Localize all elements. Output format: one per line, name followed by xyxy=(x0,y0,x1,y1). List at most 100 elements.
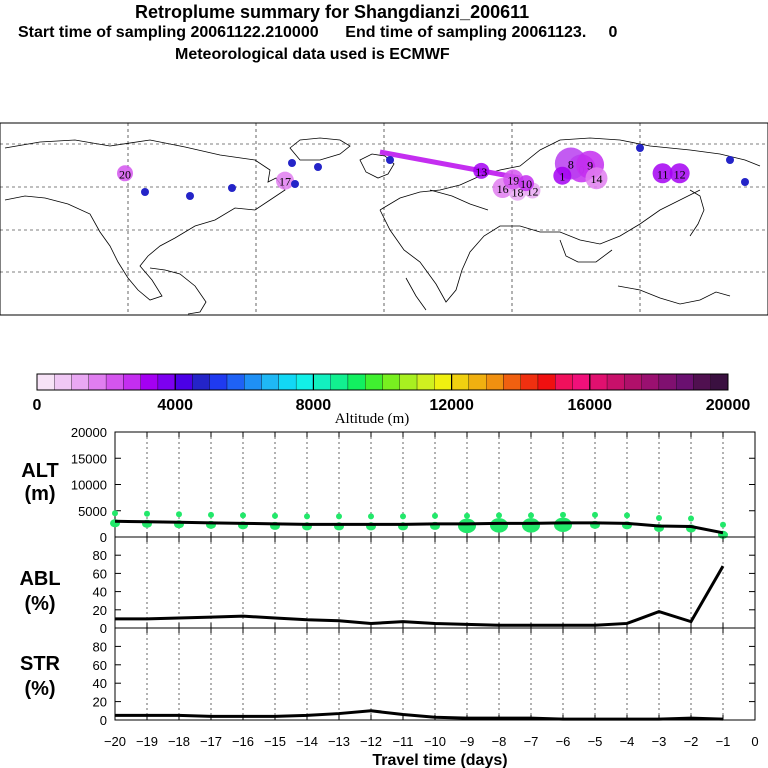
colorbar-cell xyxy=(278,373,297,391)
colorbar-cell xyxy=(209,373,228,391)
colorbar-cell xyxy=(555,373,573,391)
cluster-label: 13 xyxy=(475,165,487,179)
colorbar-tick-label: 0 xyxy=(33,397,42,414)
x-tick-label: −3 xyxy=(652,734,667,749)
y-tick-label: 0 xyxy=(100,621,107,636)
x-tick-label: −9 xyxy=(460,734,475,749)
x-tick-label: −7 xyxy=(524,734,539,749)
alt-blob-upper xyxy=(144,510,150,517)
y-tick-label: 0 xyxy=(100,713,107,728)
plume-cluster xyxy=(669,163,690,184)
map-gridlines xyxy=(0,123,768,315)
str-label: STR xyxy=(20,653,61,675)
colorbar-cell xyxy=(123,373,141,391)
colorbar-cell xyxy=(624,373,642,391)
colorbar-cell xyxy=(658,373,677,391)
y-tick-label: 80 xyxy=(93,639,107,654)
str-unit: (%) xyxy=(24,678,55,700)
alt-series-line xyxy=(114,519,724,535)
plume-cluster xyxy=(276,171,294,190)
colorbar-cell xyxy=(537,373,556,391)
alt-blob-upper xyxy=(304,513,310,520)
alt-blob-upper xyxy=(400,513,406,520)
x-tick-label: −20 xyxy=(104,734,126,749)
colorbar-cells xyxy=(36,373,729,391)
colorbar-cell xyxy=(468,373,487,391)
world-map-icon xyxy=(4,137,761,315)
plume-trail xyxy=(379,149,521,181)
plume-dot xyxy=(726,156,734,164)
x-tick-label: −13 xyxy=(328,734,350,749)
plume-cluster xyxy=(473,162,490,179)
colorbar-cell xyxy=(434,373,452,391)
colorbar-cell xyxy=(226,373,245,391)
y-tick-label: 80 xyxy=(93,548,107,563)
colorbar-cell xyxy=(382,373,400,391)
cluster-label: 1 xyxy=(559,170,565,184)
plume-dot xyxy=(288,159,296,167)
alt-blob-upper xyxy=(240,512,246,519)
colorbar-cell xyxy=(641,373,660,391)
colorbar-frame xyxy=(36,373,729,391)
colorbar-cell xyxy=(451,373,470,391)
colorbar-cell xyxy=(416,373,435,391)
alt-blob-upper xyxy=(688,515,694,522)
alt-label: ALT xyxy=(21,460,58,482)
met-data-label: Meteorological data used is ECMWF xyxy=(175,46,450,63)
colorbar-cell xyxy=(347,373,366,391)
alt-unit: (m) xyxy=(24,483,55,505)
colorbar-cell xyxy=(140,373,159,391)
alt-blob xyxy=(554,517,572,533)
chart-title: Retroplume summary for Shangdianzi_20061… xyxy=(135,2,530,22)
y-tick-label: 60 xyxy=(93,658,107,673)
colorbar-cell xyxy=(520,373,539,391)
plume-cluster xyxy=(117,165,133,182)
str-series-line xyxy=(115,709,724,721)
y-tick-label: 0 xyxy=(100,530,107,545)
altitude-colorbar: 0 4000 8000 12000 16000 20000 Altitude (m) xyxy=(33,373,751,427)
colorbar-cell xyxy=(399,373,418,391)
colorbar-tick-label: 20000 xyxy=(706,397,751,414)
abl-label: ABL xyxy=(19,568,60,590)
cluster-label: 10 xyxy=(520,177,532,191)
plume-dot xyxy=(141,188,149,196)
cluster-label: 8 xyxy=(568,157,574,171)
y-tick-label: 5000 xyxy=(78,504,107,519)
colorbar-cell xyxy=(572,373,590,391)
y-tick-label: 40 xyxy=(93,676,107,691)
colorbar-cell xyxy=(330,373,349,391)
x-tick-label: −18 xyxy=(168,734,190,749)
cluster-label: 17 xyxy=(279,175,291,189)
x-tick-label: −5 xyxy=(588,734,603,749)
colorbar-cell xyxy=(589,373,608,391)
plot-area: 0 5000 10000 15000 20000 0 20 40 60 80 0 20 40 60 80 −2… xyxy=(71,425,759,749)
plume-cluster xyxy=(652,163,673,184)
abl-series-line xyxy=(115,565,725,627)
colorbar-cell xyxy=(606,373,625,391)
colorbar-cell xyxy=(676,373,694,391)
cluster-label: 9 xyxy=(587,159,593,173)
plume-cluster xyxy=(585,167,608,190)
x-tick-label: −12 xyxy=(360,734,382,749)
alt-blob-upper xyxy=(336,513,342,520)
plume-cluster xyxy=(553,166,572,185)
colorbar-cell xyxy=(503,373,521,391)
colorbar-cell xyxy=(36,373,55,391)
x-tick-label: −10 xyxy=(424,734,446,749)
start-time-label: Start time of sampling 20061122.210000 xyxy=(18,24,319,41)
alt-blob-upper xyxy=(112,510,118,517)
colorbar-tick-label: 4000 xyxy=(157,397,193,414)
colorbar-cell xyxy=(71,373,89,391)
y-tick-label: 20000 xyxy=(71,425,107,440)
plume-dot xyxy=(186,192,194,200)
y-tick-label: 20 xyxy=(93,603,107,618)
plume-dot xyxy=(386,156,394,164)
map-panel: 08911121411618121913172010 xyxy=(0,122,768,316)
colorbar-label: Altitude (m) xyxy=(335,411,410,427)
alt-blob xyxy=(490,518,508,533)
colorbar-cell xyxy=(175,373,193,391)
alt-blob xyxy=(458,518,476,534)
y-tick-label: 10000 xyxy=(71,478,107,493)
alt-blob-upper xyxy=(624,512,630,519)
